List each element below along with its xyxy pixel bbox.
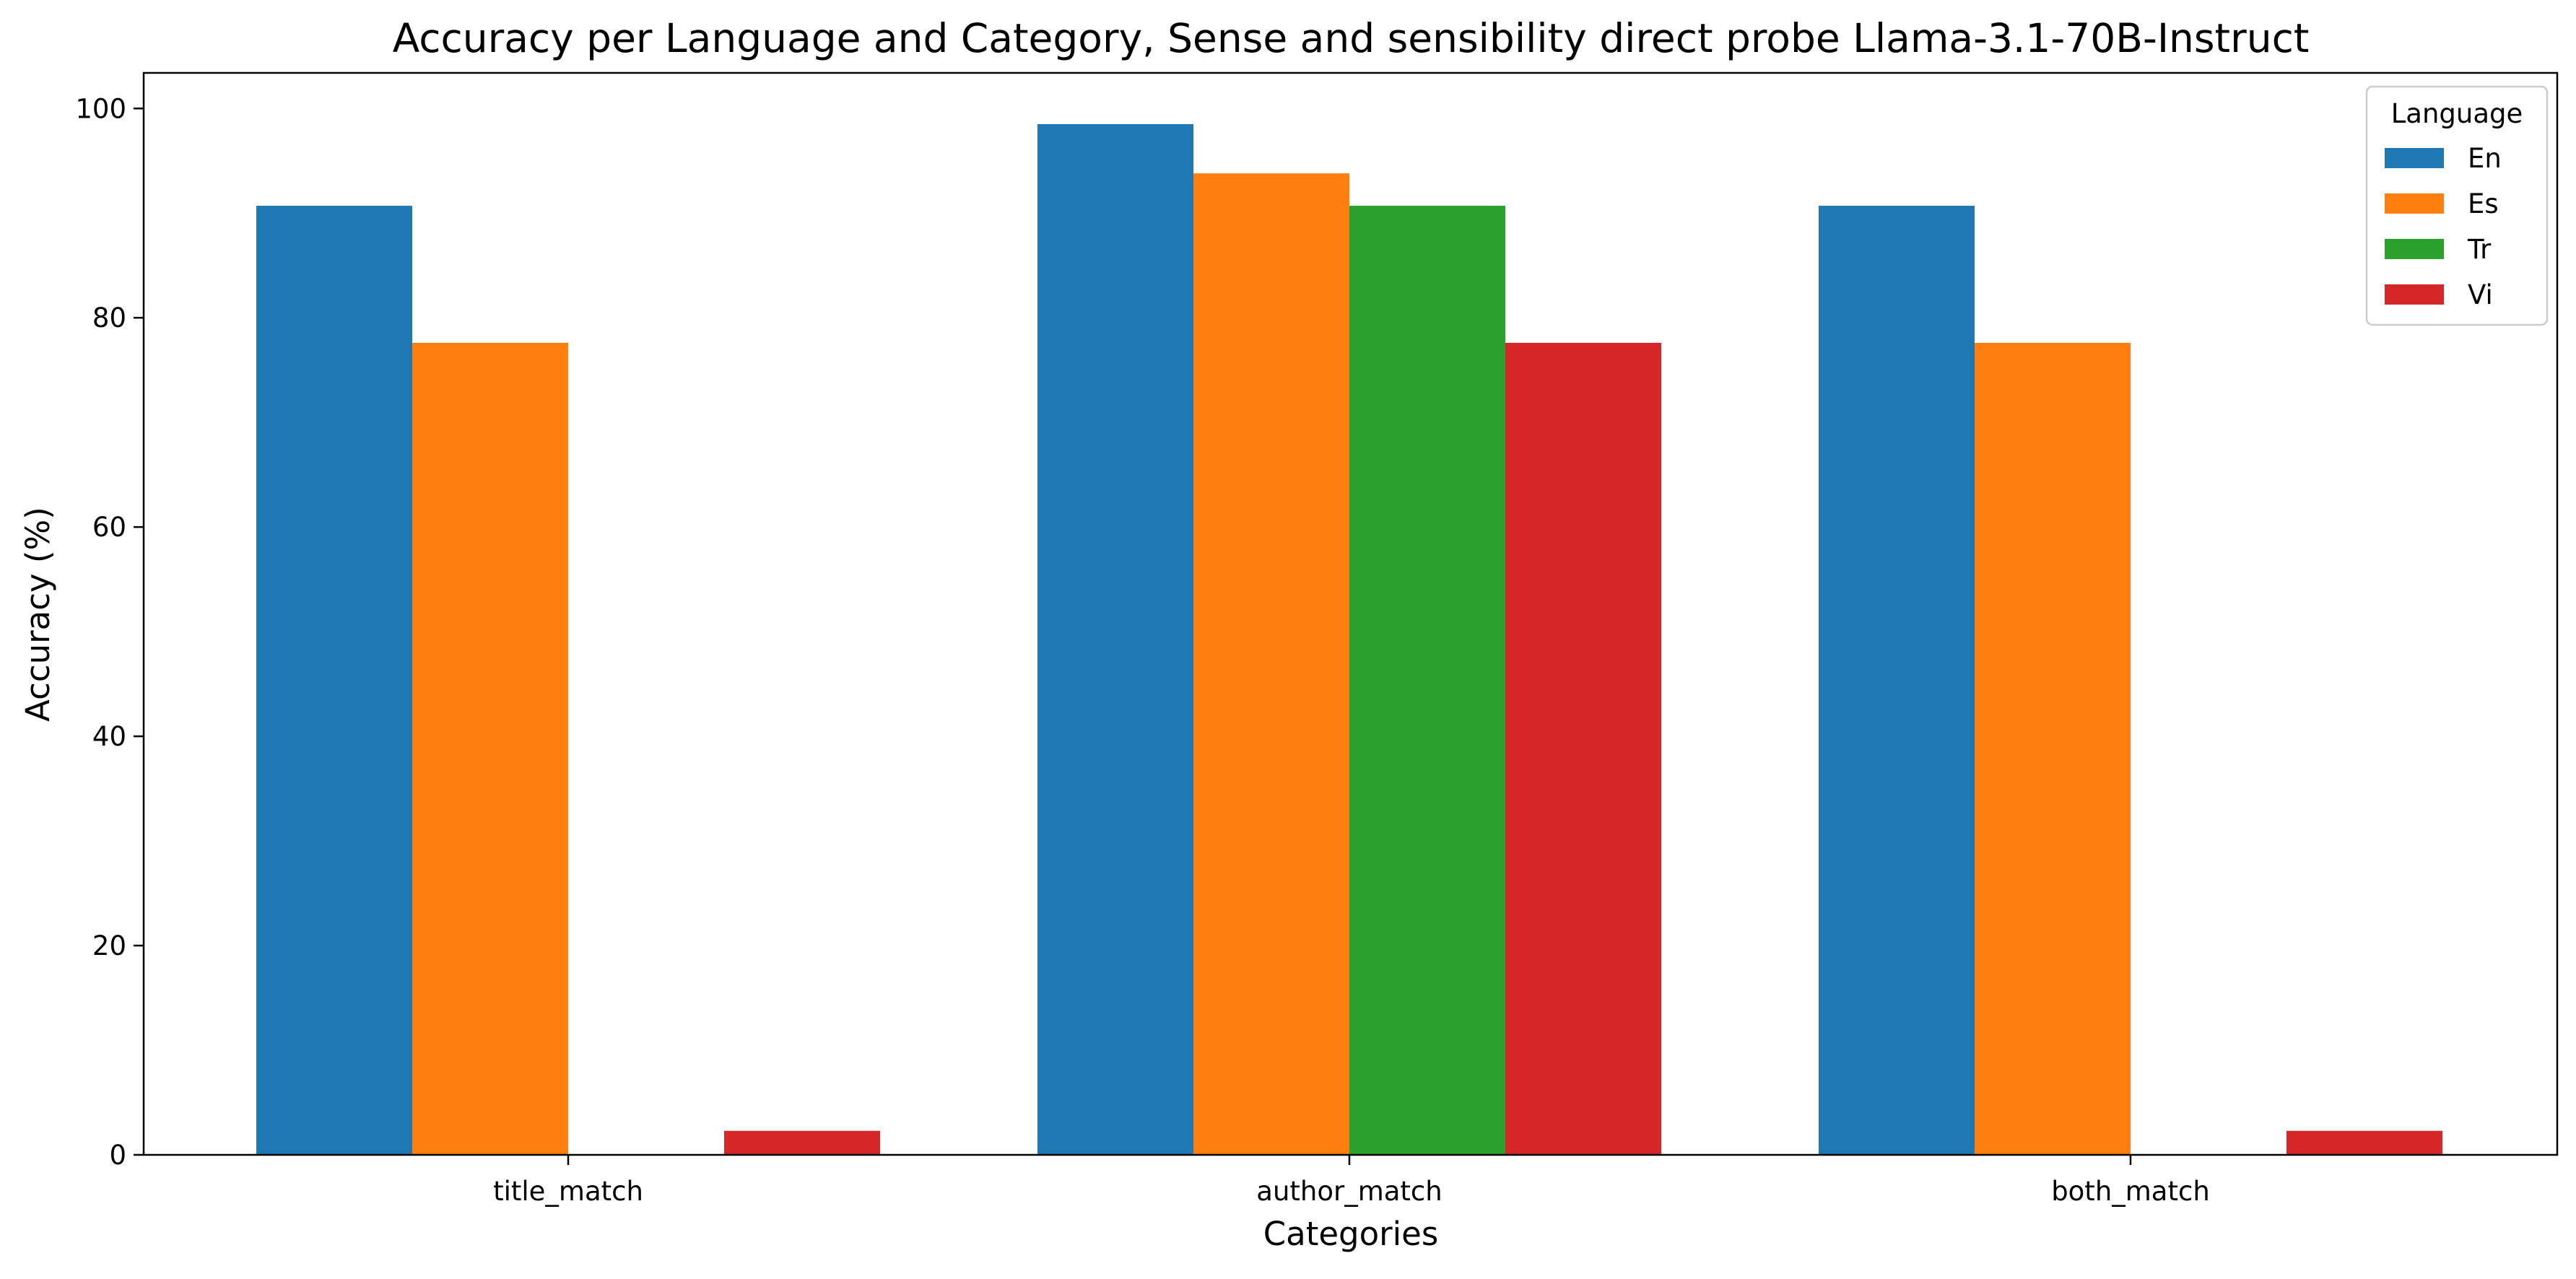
y-tick-label: 0 — [109, 1140, 126, 1171]
legend-label-tr: Tr — [2467, 234, 2492, 265]
x-tick-label-both_match: both_match — [2051, 1176, 2210, 1207]
legend-frame — [2365, 85, 2549, 326]
legend-swatch-en — [2385, 148, 2444, 168]
legend-label-vi: Vi — [2468, 279, 2493, 310]
legend: Language En Es Tr Vi — [2365, 85, 2549, 326]
bar-en-both_match — [1819, 206, 1975, 1156]
bar-tr-author_match — [1349, 206, 1505, 1156]
legend-label-en: En — [2468, 143, 2502, 174]
y-axis: 0 20 40 60 80 100 — [75, 93, 144, 1171]
bar-vi-author_match — [1505, 343, 1661, 1155]
x-tick-label-author_match: author_match — [1256, 1176, 1442, 1207]
legend-items: En Es Tr Vi — [2385, 143, 2502, 310]
chart-title: Accuracy per Language and Category, Sens… — [393, 15, 2310, 61]
x-tick-label-title_match: title_match — [493, 1176, 643, 1207]
bar-vi-title_match — [724, 1130, 880, 1155]
y-tick-label: 80 — [92, 302, 126, 333]
y-tick-label: 20 — [92, 930, 126, 961]
legend-swatch-es — [2385, 193, 2444, 214]
bar-en-title_match — [256, 206, 412, 1156]
legend-label-es: Es — [2468, 188, 2499, 219]
y-axis-label: Accuracy (%) — [19, 507, 57, 722]
legend-swatch-tr — [2385, 239, 2444, 259]
bar-es-title_match — [412, 343, 568, 1155]
y-tick-label: 100 — [75, 93, 126, 124]
bar-en-author_match — [1037, 124, 1193, 1155]
legend-title: Language — [2391, 98, 2523, 129]
bar-es-author_match — [1193, 173, 1349, 1156]
bar-es-both_match — [1975, 343, 2131, 1155]
y-tick-label: 40 — [92, 721, 126, 752]
plot-frame — [142, 71, 2559, 1156]
legend-swatch-vi — [2385, 284, 2444, 305]
bars-layer — [256, 124, 2442, 1156]
x-axis-label: Categories — [1263, 1215, 1439, 1253]
bar-vi-both_match — [2286, 1130, 2442, 1155]
y-tick-label: 60 — [92, 512, 126, 543]
x-axis: title_match author_match both_match — [493, 1155, 2210, 1207]
